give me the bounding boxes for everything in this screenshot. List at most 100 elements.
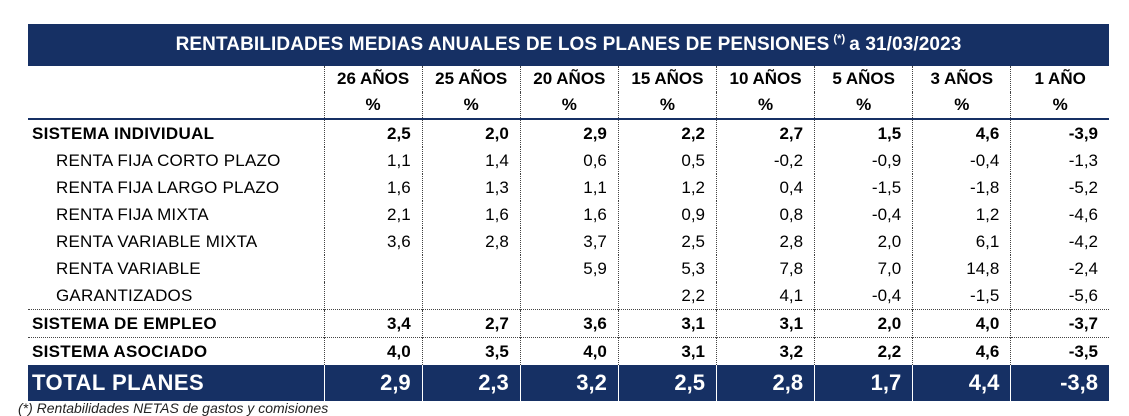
col-header-unit: %	[421, 92, 521, 119]
cell-value: 2,8	[421, 228, 521, 255]
cell-value: -3,5	[1010, 337, 1109, 365]
cell-value: 5,3	[617, 255, 717, 282]
cell-value: -1,5	[814, 174, 913, 201]
col-header-period: 15 AÑOS	[617, 66, 717, 92]
cell-value: -0,4	[814, 282, 913, 310]
header-unit-row: % % % % % % % %	[28, 92, 1109, 119]
cell-value: -4,6	[1010, 201, 1109, 228]
cell-value: 1,6	[421, 201, 521, 228]
cell-value: 2,2	[617, 282, 717, 310]
col-header-period: 20 AÑOS	[519, 66, 619, 92]
cell-value: 0,8	[715, 201, 815, 228]
cell-value: -1,5	[912, 282, 1011, 310]
table-row: RENTA VARIABLE MIXTA 3,6 2,8 3,7 2,5 2,8…	[28, 228, 1109, 255]
total-value: -3,8	[1010, 365, 1109, 401]
col-header-unit: %	[715, 92, 815, 119]
cell-value: -1,8	[912, 174, 1011, 201]
cell-value: 2,8	[715, 228, 815, 255]
cell-value: 3,1	[617, 309, 717, 338]
cell-value: 3,1	[715, 309, 815, 338]
cell-value: -2,4	[1010, 255, 1109, 282]
cell-value: -3,9	[1010, 118, 1109, 147]
row-label: RENTA FIJA MIXTA	[56, 204, 209, 224]
table-title: RENTABILIDADES MEDIAS ANUALES DE LOS PLA…	[28, 24, 1109, 66]
cell-value: 1,4	[421, 147, 521, 174]
col-header-period: 26 AÑOS	[323, 66, 423, 92]
cell-value: -3,7	[1010, 309, 1109, 338]
cell-value: 3,5	[421, 337, 521, 365]
cell-value: 1,5	[814, 118, 913, 147]
table-row: SISTEMA ASOCIADO 4,0 3,5 4,0 3,1 3,2 2,2…	[28, 337, 1109, 365]
cell-value	[421, 282, 521, 310]
cell-value	[323, 282, 423, 310]
row-label: RENTA VARIABLE	[56, 258, 201, 278]
row-label: SISTEMA DE EMPLEO	[28, 309, 325, 338]
row-label: RENTA FIJA LARGO PLAZO	[56, 177, 280, 197]
cell-value: 0,9	[617, 201, 717, 228]
cell-value: 2,5	[323, 118, 423, 147]
total-row: TOTAL PLANES 2,9 2,3 3,2 2,5 2,8 1,7 4,4…	[28, 365, 1109, 401]
col-header-unit: %	[519, 92, 619, 119]
total-label: TOTAL PLANES	[28, 365, 325, 401]
col-header-period: 1 AÑO	[1010, 66, 1109, 92]
returns-table: 26 AÑOS 25 AÑOS 20 AÑOS 15 AÑOS 10 AÑOS …	[28, 66, 1109, 401]
row-label: GARANTIZADOS	[56, 285, 193, 305]
cell-value: 1,6	[519, 201, 619, 228]
cell-value: 4,1	[715, 282, 815, 310]
total-value: 2,5	[617, 365, 717, 401]
col-header-unit: %	[323, 92, 423, 119]
title-text: RENTABILIDADES MEDIAS ANUALES DE LOS PLA…	[175, 34, 830, 55]
cell-value: -0,4	[814, 201, 913, 228]
cell-value: 2,9	[519, 118, 619, 147]
table-row: SISTEMA DE EMPLEO 3,4 2,7 3,6 3,1 3,1 2,…	[28, 309, 1109, 338]
table-row: RENTA VARIABLE 5,9 5,3 7,8 7,0 14,8 -2,4	[28, 255, 1109, 282]
cell-value: 14,8	[912, 255, 1011, 282]
cell-value	[519, 282, 619, 310]
cell-value: 6,1	[912, 228, 1011, 255]
col-header-unit: %	[1010, 92, 1109, 119]
cell-value: 0,6	[519, 147, 619, 174]
cell-value: 7,0	[814, 255, 913, 282]
cell-value: 2,1	[323, 201, 423, 228]
row-label: SISTEMA INDIVIDUAL	[28, 118, 325, 147]
cell-value: -4,2	[1010, 228, 1109, 255]
cell-value: 1,2	[912, 201, 1011, 228]
header-corner	[28, 66, 324, 92]
cell-value: 3,2	[715, 337, 815, 365]
cell-value: -0,4	[912, 147, 1011, 174]
cell-value: 3,4	[323, 309, 423, 338]
cell-value: 0,4	[715, 174, 815, 201]
table-row: SISTEMA INDIVIDUAL 2,5 2,0 2,9 2,2 2,7 1…	[28, 118, 1109, 147]
cell-value: -5,2	[1010, 174, 1109, 201]
cell-value: 1,1	[323, 147, 423, 174]
pension-returns-table-container: RENTABILIDADES MEDIAS ANUALES DE LOS PLA…	[28, 24, 1109, 401]
header-period-row: 26 AÑOS 25 AÑOS 20 AÑOS 15 AÑOS 10 AÑOS …	[28, 66, 1109, 92]
cell-value: 3,7	[519, 228, 619, 255]
cell-value: 7,8	[715, 255, 815, 282]
cell-value: 2,7	[421, 309, 521, 338]
cell-value	[323, 255, 423, 282]
total-value: 2,8	[715, 365, 815, 401]
col-header-period: 10 AÑOS	[715, 66, 815, 92]
cell-value: 2,5	[617, 228, 717, 255]
title-footnote-mark: (*)	[833, 33, 846, 45]
total-value: 1,7	[814, 365, 913, 401]
total-value: 2,9	[323, 365, 423, 401]
cell-value: 1,1	[519, 174, 619, 201]
cell-value: 1,6	[323, 174, 423, 201]
table-row: GARANTIZADOS 2,2 4,1 -0,4 -1,5 -5,6	[28, 282, 1109, 310]
col-header-period: 25 AÑOS	[421, 66, 521, 92]
cell-value: 2,0	[421, 118, 521, 147]
col-header-unit: %	[617, 92, 717, 119]
cell-value: 3,1	[617, 337, 717, 365]
total-value: 4,4	[912, 365, 1011, 401]
cell-value: -5,6	[1010, 282, 1109, 310]
cell-value: 5,9	[519, 255, 619, 282]
footnote: (*) Rentabilidades NETAS de gastos y com…	[18, 400, 329, 416]
row-label: SISTEMA ASOCIADO	[28, 337, 325, 365]
header-corner	[28, 92, 324, 119]
cell-value	[421, 255, 521, 282]
row-label: RENTA FIJA CORTO PLAZO	[56, 150, 281, 170]
cell-value: 4,0	[912, 309, 1011, 338]
cell-value: 2,2	[814, 337, 913, 365]
